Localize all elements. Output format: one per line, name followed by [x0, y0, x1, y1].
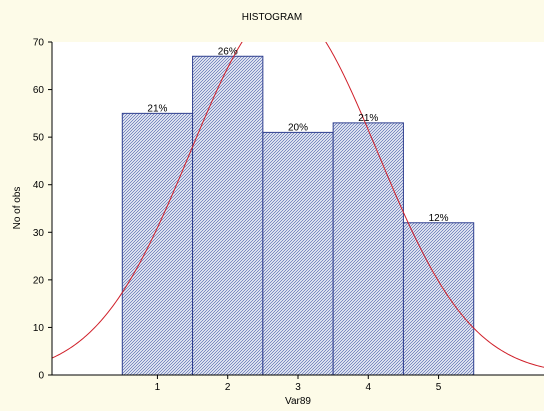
chart-title: HISTOGRAM: [242, 12, 302, 23]
y-tick-label-20: 20: [33, 275, 45, 286]
bars: [121, 55, 475, 376]
data-label-2: 26%: [218, 46, 238, 57]
y-tick-label-40: 40: [33, 180, 45, 191]
bar-5: [402, 222, 475, 376]
axes: 0 10 20 30 40 50 60 70 1 2 3 4 5: [33, 38, 544, 393]
data-label-5: 12%: [429, 213, 449, 224]
data-label-3: 20%: [288, 122, 308, 133]
x-tick-label-1: 1: [155, 382, 161, 393]
bar-4: [332, 122, 404, 376]
x-tick-label-2: 2: [225, 382, 231, 393]
bar-2: [192, 55, 264, 376]
x-axis-title: Var89: [285, 396, 311, 407]
y-tick-label-10: 10: [33, 323, 45, 334]
y-tick-label-70: 70: [33, 38, 45, 49]
y-tick-label-30: 30: [33, 228, 45, 239]
y-tick-label-0: 0: [38, 371, 44, 382]
bar-3: [262, 131, 334, 376]
fitted-curve: [52, 42, 544, 368]
y-tick-label-50: 50: [33, 133, 45, 144]
x-tick-label-4: 4: [366, 382, 372, 393]
x-tick-label-5: 5: [436, 382, 442, 393]
y-tick-label-60: 60: [33, 85, 45, 96]
normal-curve-line: [52, 42, 544, 368]
data-label-4: 21%: [358, 113, 378, 124]
data-label-1: 21%: [147, 103, 167, 114]
bar-1: [121, 112, 194, 376]
x-tick-label-3: 3: [295, 382, 301, 393]
data-labels: 21% 26% 20% 21% 12%: [147, 46, 449, 224]
y-axis-title: No of obs: [12, 187, 23, 230]
